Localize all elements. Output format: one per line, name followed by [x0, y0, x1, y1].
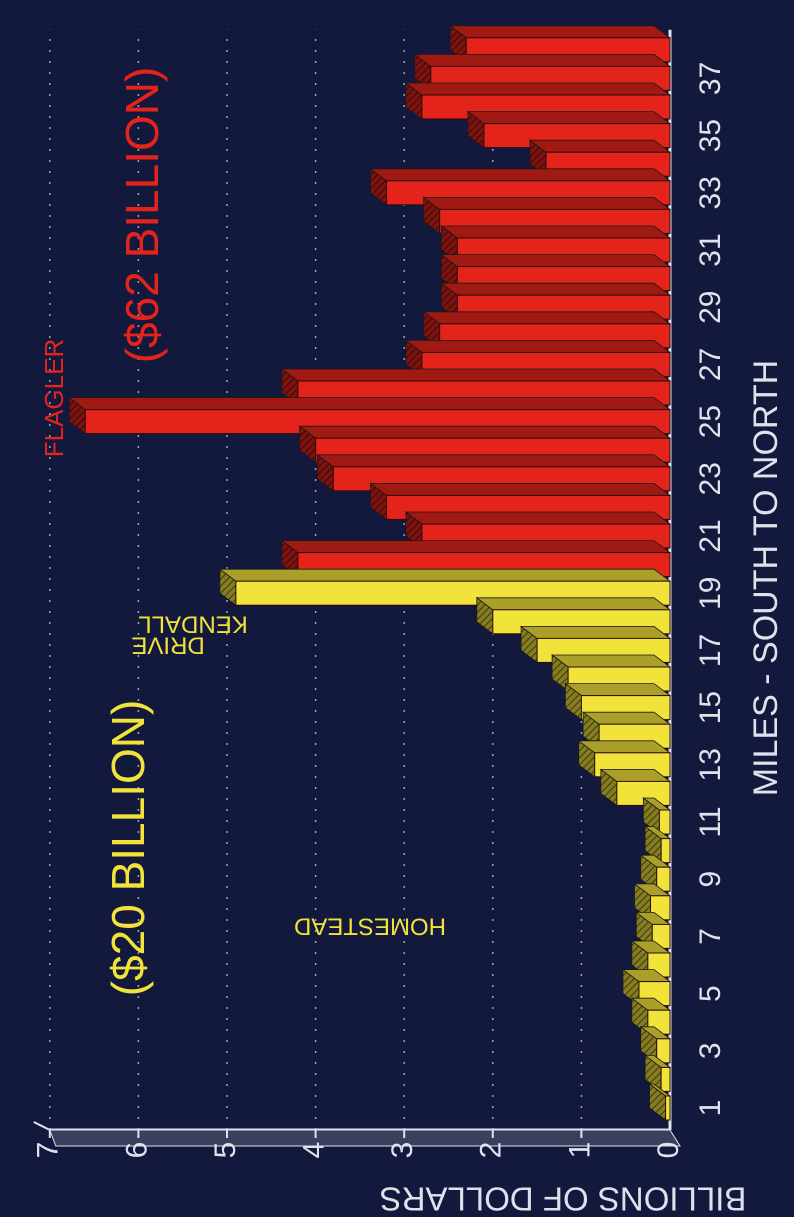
bar-front-face [660, 1066, 671, 1092]
mile-tick-label: 37 [694, 62, 727, 95]
mile-tick-label: 29 [694, 291, 727, 324]
mile-tick-label: 17 [694, 634, 727, 667]
bar-side-face [404, 511, 672, 525]
bar-mile-11 [642, 797, 672, 835]
series-total-label-north: ($62 BILLION) [116, 67, 168, 364]
bar-mile-10 [643, 825, 672, 864]
bar-mile-6 [630, 940, 672, 978]
mile-tick-label: 35 [694, 119, 727, 152]
bar-side-face [440, 254, 672, 268]
bar-mile-7 [635, 911, 672, 950]
bar-mile-13 [577, 739, 672, 778]
bar-side-face [466, 111, 672, 124]
value-tick-label: 0 [652, 1142, 685, 1159]
value-tick-label: 6 [120, 1142, 153, 1159]
bar-front-face [660, 838, 671, 864]
mile-tick-label: 7 [694, 928, 727, 945]
bar-side-face [68, 397, 672, 411]
bar-side-face [369, 482, 672, 496]
mile-tick-label: 27 [694, 348, 727, 381]
bar-side-face [564, 683, 672, 696]
x-axis-title: MILES - SOUTH TO NORTH [747, 360, 785, 796]
annotation-drive: DRIVE [131, 632, 204, 659]
annotation-kendall: KENDALL [138, 611, 247, 638]
bar-side-face [413, 54, 672, 67]
frame-corner [33, 1121, 51, 1131]
bar-side-face [550, 654, 672, 668]
bar-side-face [519, 626, 672, 639]
mile-tick-label: 5 [694, 985, 727, 1002]
bar-side-face [280, 540, 672, 553]
bar-side-face [528, 139, 672, 153]
y-axis-title: BILLIONS OF DOLLARS [380, 1180, 747, 1217]
bar-mile-17 [519, 625, 672, 664]
mile-tick-label: 25 [694, 405, 727, 438]
value-tick-label: 7 [32, 1142, 65, 1159]
bar-side-face [449, 25, 672, 39]
bar-side-face [404, 339, 672, 353]
bar-side-face [422, 196, 672, 210]
bar-side-face [404, 82, 672, 96]
bar-side-face [218, 568, 672, 582]
mile-tick-label: 13 [694, 748, 727, 781]
mile-tick-label: 15 [694, 691, 727, 724]
mile-tick-label: 23 [694, 462, 727, 495]
bar-mile-37 [413, 53, 672, 92]
bar-side-face [422, 311, 672, 325]
bar-front-face [658, 809, 671, 835]
mile-tick-label: 31 [694, 233, 727, 266]
value-tick-label: 5 [209, 1142, 242, 1159]
bar-side-face [316, 454, 672, 468]
mile-tick-label: 3 [694, 1042, 727, 1059]
bar-front-face [665, 1095, 671, 1121]
series-total-label-south: ($20 BILLION) [102, 700, 154, 997]
bar-mile-12 [599, 768, 672, 807]
bar-mile-36 [404, 82, 672, 120]
bar-side-face [369, 168, 672, 182]
value-tick-label: 1 [563, 1142, 596, 1159]
mile-tick-label: 11 [694, 806, 727, 837]
bar-side-face [577, 740, 672, 754]
mile-tick-label: 33 [694, 176, 727, 209]
bar-mile-8 [633, 882, 672, 921]
bar-side-face [440, 225, 672, 239]
bar-side-face [475, 597, 672, 611]
bar-side-face [440, 282, 672, 296]
bar-mile-9 [639, 854, 672, 893]
value-tick-label: 3 [386, 1142, 419, 1159]
value-tick-label: 4 [298, 1142, 331, 1159]
mile-tick-label: 19 [694, 577, 727, 610]
mile-tick-label: 9 [694, 871, 727, 888]
bar-side-face [298, 425, 672, 439]
annotation-homestead: HOMESTEAD [294, 913, 446, 940]
bar-mile-2 [643, 1054, 672, 1093]
annotation-flagler: FLAGLER [39, 339, 69, 458]
mile-tick-label: 21 [694, 519, 727, 552]
value-tick-label: 2 [475, 1142, 508, 1159]
floor-strip [49, 1129, 681, 1147]
bar-side-face [581, 711, 672, 725]
bar-mile-1 [648, 1083, 672, 1121]
bar-mile-3 [639, 1026, 672, 1064]
bar-side-face [280, 368, 672, 382]
mile-tick-label: 1 [694, 1100, 727, 1117]
